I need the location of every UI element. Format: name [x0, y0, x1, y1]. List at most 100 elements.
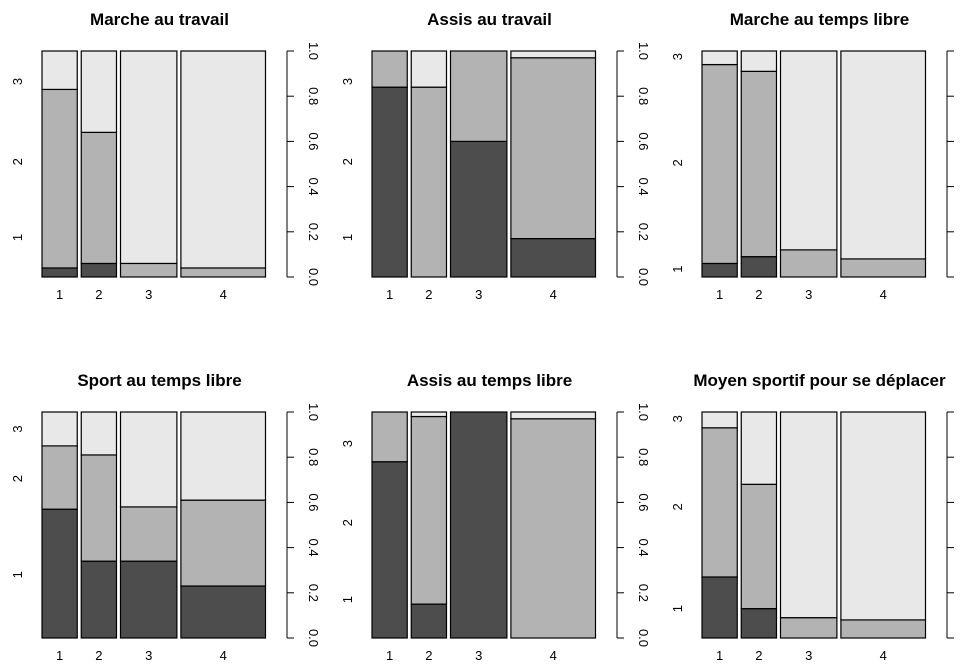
- bar-segment: [80, 411, 118, 456]
- bar-segment: [840, 50, 927, 260]
- bar-segment: [180, 411, 267, 501]
- right-tick-label: 0.4: [306, 539, 321, 557]
- bar-segment: [701, 50, 738, 66]
- right-tick-label: 0.4: [636, 539, 651, 557]
- x-tick-label: 4: [550, 648, 557, 663]
- bar-segment: [119, 262, 178, 278]
- x-tick-label: 3: [805, 648, 812, 663]
- chart-panel-3: Marche au temps libre12341230.00.20.40.6…: [670, 10, 967, 302]
- x-tick-label: 1: [716, 648, 723, 663]
- bar-segment: [740, 483, 778, 610]
- right-tick-label: 1.0: [636, 42, 651, 60]
- bar-segment: [701, 262, 738, 278]
- bar-segment: [80, 50, 118, 133]
- x-tick-label: 2: [95, 287, 102, 302]
- bar-segment: [740, 70, 778, 258]
- bar-segment: [449, 411, 508, 639]
- left-tick-label: 2: [340, 158, 355, 165]
- bar-segment: [740, 608, 778, 639]
- bar-segment: [371, 411, 408, 463]
- left-tick-label: 1: [670, 605, 685, 612]
- bar-segment: [80, 454, 118, 562]
- chart-title: Sport au temps libre: [77, 371, 241, 390]
- right-tick-label: 0.2: [306, 584, 321, 602]
- bar-segment: [410, 603, 448, 639]
- bar-segment: [510, 57, 597, 240]
- right-tick-label: 1.0: [636, 403, 651, 421]
- bar-segment: [840, 258, 927, 278]
- x-tick-label: 4: [880, 648, 887, 663]
- left-tick-label: 1: [10, 234, 25, 241]
- x-tick-label: 4: [220, 287, 227, 302]
- bar-segment: [41, 88, 78, 269]
- bar-segment: [779, 617, 838, 639]
- x-tick-label: 3: [145, 287, 152, 302]
- bar-segment: [410, 411, 448, 418]
- bar-segment: [701, 576, 738, 639]
- bar-segment: [41, 267, 78, 278]
- bar-segment: [740, 411, 778, 485]
- bar-segment: [41, 508, 78, 639]
- chart-title: Assis au temps libre: [407, 371, 572, 390]
- x-tick-label: 1: [716, 287, 723, 302]
- left-tick-label: 1: [340, 596, 355, 603]
- bar-segment: [41, 411, 78, 447]
- x-tick-label: 3: [475, 648, 482, 663]
- x-tick-label: 1: [56, 648, 63, 663]
- left-tick-label: 2: [10, 158, 25, 165]
- right-tick-label: 0.6: [636, 132, 651, 150]
- bar-segment: [371, 50, 408, 88]
- bar-segment: [371, 461, 408, 639]
- right-tick-label: 0.8: [636, 448, 651, 466]
- chart-title: Marche au temps libre: [730, 10, 910, 29]
- left-tick-label: 3: [670, 415, 685, 422]
- bar-segment: [510, 418, 597, 639]
- right-tick-label: 0.6: [306, 493, 321, 511]
- chart-panel-2: Assis au travail 1 2 3 4 1 2 3 0.0 0.2 0.4 0.6 0.8 1.…: [340, 10, 651, 302]
- left-tick-label: 3: [340, 440, 355, 447]
- bar-segment: [449, 140, 508, 278]
- bar-segment: [119, 50, 178, 265]
- chart-title: Assis au travail: [427, 10, 552, 29]
- left-tick-label: 3: [670, 53, 685, 60]
- right-tick-label: 0.2: [306, 223, 321, 241]
- bar-segment: [740, 50, 778, 72]
- right-tick-label: 0.4: [636, 178, 651, 196]
- x-tick-label: 2: [755, 287, 762, 302]
- right-tick-label: 0.8: [636, 87, 651, 105]
- right-tick-label: 0.0: [306, 629, 321, 647]
- chart-title: Marche au travail: [90, 10, 229, 29]
- right-tick-label: 0.8: [306, 87, 321, 105]
- right-tick-label: 0.0: [306, 268, 321, 286]
- x-tick-label: 3: [145, 648, 152, 663]
- bar-segment: [410, 415, 448, 605]
- bar-segment: [410, 86, 448, 278]
- left-tick-label: 2: [670, 159, 685, 166]
- chart-panel-4: Sport au temps libre 1 2 3 4 1 2 3 0.0 0.2 0.4 0.6 0…: [10, 371, 321, 663]
- right-tick-label: 0.6: [636, 493, 651, 511]
- left-tick-label: 1: [670, 265, 685, 272]
- x-tick-label: 1: [386, 287, 393, 302]
- bar-segment: [80, 262, 118, 278]
- right-tick-label: 0.0: [636, 268, 651, 286]
- x-tick-label: 1: [56, 287, 63, 302]
- bar-segment: [701, 427, 738, 578]
- bar-segment: [779, 50, 838, 251]
- x-tick-label: 4: [220, 648, 227, 663]
- x-tick-label: 4: [880, 287, 887, 302]
- bar-segment: [80, 131, 118, 265]
- right-tick-label: 0.0: [636, 629, 651, 647]
- bar-segment: [180, 499, 267, 587]
- bar-segment: [371, 86, 408, 278]
- x-tick-label: 2: [95, 648, 102, 663]
- x-tick-label: 2: [755, 648, 762, 663]
- bar-segment: [701, 411, 738, 429]
- right-tick-label: 0.8: [306, 448, 321, 466]
- bar-segment: [510, 411, 597, 420]
- bar-segment: [119, 506, 178, 562]
- x-tick-label: 2: [425, 287, 432, 302]
- bar-segment: [41, 50, 78, 91]
- chart-panel-6: Moyen sportif pour se déplacer12341230.0…: [670, 371, 967, 663]
- chart-panel-5: Assis au temps libre 1 2 3 4 1 2 3 0.0 0.2 0.4 0.6 0…: [340, 371, 651, 663]
